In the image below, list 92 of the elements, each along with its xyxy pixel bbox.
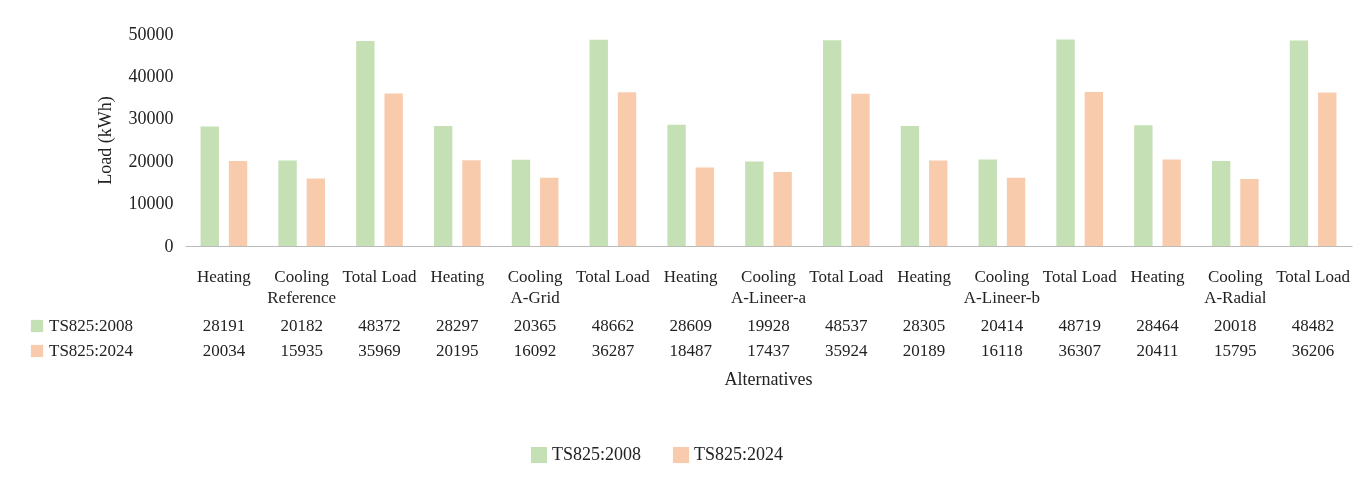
bar	[773, 172, 792, 246]
bar	[822, 40, 842, 246]
bar	[667, 124, 686, 246]
data-label: 20414	[980, 316, 1024, 335]
bar	[1289, 40, 1309, 246]
bar	[900, 125, 920, 246]
data-label: 35969	[358, 341, 401, 360]
legend-label: TS825:2008	[49, 316, 134, 335]
data-label: 48482	[1291, 316, 1335, 335]
text: TS825:2024	[694, 444, 784, 464]
bar	[617, 92, 637, 246]
data-label: 36307	[1058, 341, 1102, 360]
data-label: 28297	[436, 316, 480, 335]
bar	[1318, 92, 1337, 246]
y-axis-title: Load (kWh)	[94, 96, 116, 185]
bar	[1240, 179, 1259, 246]
x-tick-label: Total Load	[1276, 266, 1351, 286]
text: A-Radial	[1204, 288, 1267, 307]
bar	[1211, 161, 1231, 246]
x-tick-label: Total Load	[1042, 266, 1118, 286]
data-label: 20018	[1214, 316, 1257, 335]
y-tick-label: 50000	[128, 23, 174, 44]
data-label: 48719	[1058, 316, 1101, 335]
x-axis-title: Alternatives	[724, 369, 813, 389]
text: A-Lineer-a	[730, 288, 807, 307]
bar	[589, 39, 608, 246]
x-tick-label: Heating	[1130, 266, 1185, 286]
data-label: 48537	[825, 316, 869, 335]
bar	[1084, 92, 1104, 246]
x-tick-label: Heating	[430, 266, 485, 286]
data-label: 35924	[825, 341, 869, 360]
bar	[228, 161, 248, 246]
data-label: 28464	[1136, 316, 1180, 335]
x-tick-label: Cooling	[1207, 266, 1264, 286]
data-label: 18487	[669, 341, 713, 360]
data-label: 36206	[1291, 341, 1335, 360]
bar	[462, 160, 481, 246]
bar	[433, 126, 453, 246]
y-tick-label: 30000	[128, 108, 174, 129]
bar	[540, 177, 559, 246]
data-label: 20189	[902, 341, 946, 360]
x-tick-label: Heating	[196, 266, 252, 286]
data-label: 20195	[436, 341, 479, 360]
bar	[1006, 177, 1026, 246]
data-label: 16092	[513, 341, 557, 360]
data-label: 20411	[1136, 341, 1179, 360]
data-label: 48662	[591, 316, 635, 335]
x-tick-label: Heating	[663, 266, 719, 286]
text: TS825:2008	[552, 444, 642, 464]
x-tick-label: Total Load	[342, 266, 417, 286]
bar	[929, 160, 948, 246]
x-tick-label: Cooling	[974, 266, 1030, 286]
bar	[1162, 159, 1181, 246]
bar	[851, 93, 870, 246]
x-tick-label: Total Load	[575, 266, 651, 286]
data-label: 48372	[358, 316, 401, 335]
bar	[1134, 125, 1153, 246]
y-tick-label: 20000	[128, 150, 174, 171]
y-tick-label: 40000	[128, 65, 174, 86]
bar	[384, 93, 403, 246]
text: A-Lineer-b	[963, 288, 1040, 307]
data-label: 19928	[747, 316, 790, 335]
data-label: 28191	[202, 316, 246, 335]
x-tick-label: Cooling	[741, 266, 797, 286]
y-tick-label: 0	[164, 235, 174, 256]
data-label: 20365	[513, 316, 557, 335]
bar	[356, 40, 375, 246]
legend-label: TS825:2024	[49, 341, 134, 360]
data-label: 16118	[980, 341, 1023, 360]
bar	[978, 159, 997, 246]
data-label: 36287	[591, 341, 635, 360]
x-tick-label: Total Load	[809, 266, 884, 286]
x-tick-label: Heating	[897, 266, 952, 286]
bar	[1056, 39, 1075, 246]
bar	[200, 126, 219, 246]
data-label: 15795	[1214, 341, 1257, 360]
text: A-Grid	[510, 288, 561, 307]
data-label: 20034	[202, 341, 246, 360]
data-label: 28609	[669, 316, 712, 335]
data-label: 17437	[747, 341, 791, 360]
x-tick-label: Cooling	[274, 266, 330, 286]
data-label: 15935	[280, 341, 323, 360]
data-label: 28305	[902, 316, 946, 335]
text: Reference	[267, 288, 337, 307]
bar	[695, 167, 715, 246]
bar	[745, 161, 764, 246]
bar	[278, 160, 297, 246]
y-tick-label: 10000	[128, 193, 174, 214]
data-label: 20182	[280, 316, 323, 335]
x-tick-label: Cooling	[507, 266, 563, 286]
bar	[306, 178, 326, 246]
bar	[511, 159, 531, 246]
